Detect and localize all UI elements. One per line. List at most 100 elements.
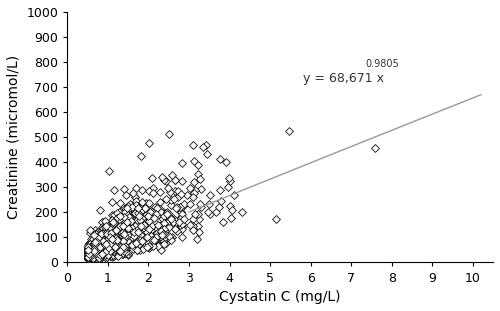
Point xyxy=(156,199,164,204)
Point xyxy=(98,251,106,256)
Point xyxy=(90,254,98,259)
Point xyxy=(101,241,109,246)
Point xyxy=(114,238,122,243)
Point xyxy=(124,220,132,225)
Point xyxy=(128,225,136,230)
Point xyxy=(94,254,102,259)
Point xyxy=(113,247,121,252)
Point xyxy=(94,248,102,253)
Point xyxy=(90,254,98,259)
Point xyxy=(129,246,137,251)
Point xyxy=(124,226,132,231)
Point xyxy=(132,218,140,223)
Point xyxy=(162,179,170,184)
Point xyxy=(86,249,94,254)
Point xyxy=(205,202,213,207)
Point xyxy=(108,245,116,250)
Point xyxy=(107,218,115,223)
Point xyxy=(84,250,92,255)
Point xyxy=(102,247,110,252)
Point xyxy=(146,232,154,237)
Point xyxy=(114,254,122,259)
Point xyxy=(125,227,133,232)
Point xyxy=(137,229,145,234)
Point xyxy=(90,241,98,246)
Point xyxy=(159,231,167,236)
Point xyxy=(110,247,118,252)
Point xyxy=(92,249,100,254)
Point xyxy=(120,237,128,242)
Point xyxy=(92,249,100,254)
Point xyxy=(154,243,162,248)
Point xyxy=(122,241,130,246)
Point xyxy=(179,204,187,209)
Point xyxy=(99,251,107,256)
Point xyxy=(101,240,109,245)
Point xyxy=(90,246,98,251)
Point xyxy=(99,237,107,242)
Point xyxy=(98,240,106,245)
Point xyxy=(98,251,106,256)
Point xyxy=(158,210,166,215)
Point xyxy=(143,227,151,232)
Point xyxy=(156,231,164,236)
Point xyxy=(186,202,194,207)
Point xyxy=(119,226,127,231)
Point xyxy=(132,186,140,191)
Point xyxy=(110,229,118,234)
Point xyxy=(103,241,111,246)
Point xyxy=(158,233,166,238)
Point xyxy=(110,249,118,254)
Point xyxy=(104,252,112,257)
Point xyxy=(94,248,102,253)
Point xyxy=(106,234,114,239)
Point xyxy=(87,244,95,249)
Point xyxy=(147,225,155,230)
Point xyxy=(120,252,128,257)
Point xyxy=(94,252,102,257)
Point xyxy=(99,244,107,249)
Point xyxy=(84,250,92,255)
Point xyxy=(114,245,122,250)
Point xyxy=(105,244,113,249)
Point xyxy=(128,234,136,239)
Point xyxy=(111,228,119,233)
Point xyxy=(126,230,134,234)
Point xyxy=(84,253,92,258)
Point xyxy=(120,234,128,239)
Point xyxy=(102,234,110,239)
Point xyxy=(112,227,120,232)
Point xyxy=(91,251,99,256)
Point xyxy=(135,235,143,240)
Point xyxy=(84,252,92,257)
Point xyxy=(130,230,138,235)
Point xyxy=(96,247,104,252)
Point xyxy=(119,229,127,234)
Point xyxy=(108,239,116,244)
Point xyxy=(140,223,148,228)
Point xyxy=(94,247,102,252)
Point xyxy=(90,253,98,258)
Point xyxy=(116,237,124,242)
Point xyxy=(196,202,203,207)
Point xyxy=(100,248,108,253)
Point xyxy=(99,248,107,253)
Point xyxy=(84,254,92,259)
Point xyxy=(114,249,122,254)
Point xyxy=(116,239,124,244)
Point xyxy=(100,244,108,249)
Point xyxy=(230,192,238,197)
Point xyxy=(108,241,116,246)
Point xyxy=(103,244,111,249)
Point xyxy=(131,214,139,219)
Point xyxy=(99,231,107,236)
Point xyxy=(114,228,122,233)
Point xyxy=(110,253,118,258)
Point xyxy=(116,234,124,239)
Point xyxy=(92,248,100,253)
Point xyxy=(84,254,92,259)
Point xyxy=(98,251,106,256)
Point xyxy=(86,255,94,260)
Point xyxy=(98,243,106,248)
Point xyxy=(114,246,122,251)
